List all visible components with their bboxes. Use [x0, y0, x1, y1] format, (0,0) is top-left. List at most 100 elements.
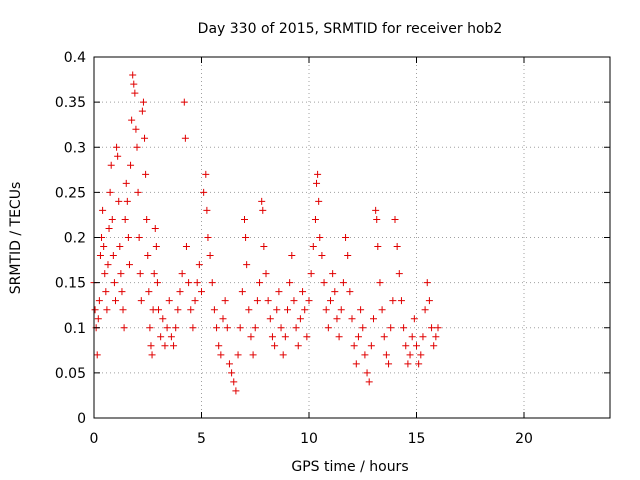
y-tick-label: 0.2	[64, 231, 86, 247]
data-point	[93, 351, 101, 359]
data-point	[264, 297, 272, 305]
data-point	[234, 351, 242, 359]
data-point	[121, 215, 129, 223]
data-point	[153, 279, 161, 287]
data-point	[382, 351, 390, 359]
data-point	[417, 351, 425, 359]
data-point	[151, 224, 159, 232]
data-point	[230, 378, 238, 386]
data-point	[242, 234, 250, 241]
data-point	[301, 306, 309, 314]
data-point	[208, 279, 216, 287]
data-point	[217, 351, 225, 359]
data-point	[210, 306, 218, 314]
data-point	[299, 288, 307, 296]
data-point	[232, 387, 240, 395]
data-point	[307, 270, 315, 278]
data-point	[223, 324, 231, 332]
data-point	[202, 170, 210, 178]
data-point	[131, 89, 139, 97]
grid	[94, 57, 610, 418]
data-point	[273, 306, 281, 314]
data-point	[133, 143, 141, 151]
data-point	[94, 315, 102, 323]
data-point	[281, 333, 289, 341]
data-point	[109, 252, 117, 260]
data-point	[275, 288, 283, 296]
data-point	[198, 288, 205, 296]
data-point	[408, 333, 416, 341]
y-tick-label: 0.05	[55, 366, 86, 382]
data-point	[372, 206, 380, 214]
data-point	[157, 333, 165, 341]
data-point	[225, 360, 233, 368]
data-point	[305, 297, 313, 305]
data-point	[335, 333, 343, 341]
data-point	[170, 342, 178, 350]
data-point	[191, 297, 199, 305]
data-point	[380, 333, 388, 341]
data-point	[406, 351, 414, 359]
data-point	[311, 215, 319, 223]
x-tick-label: 0	[90, 431, 99, 447]
data-points	[90, 71, 442, 395]
data-point	[320, 279, 328, 287]
y-tick-label: 0.4	[64, 50, 86, 66]
data-point	[247, 333, 255, 341]
data-point	[152, 243, 160, 251]
data-point	[91, 306, 99, 314]
data-point	[352, 360, 360, 368]
data-point	[378, 306, 386, 314]
axis-ticks: 0 5 10 15 20 0 0.05 0.1 0.15 0.2 0.25 0.3 0.35 0.4	[55, 50, 610, 447]
data-point	[108, 215, 116, 223]
data-point	[286, 279, 294, 287]
data-point	[95, 297, 103, 305]
data-point	[324, 324, 332, 332]
data-point	[146, 324, 154, 332]
data-point	[127, 161, 135, 169]
data-point	[139, 98, 147, 106]
data-point	[203, 206, 211, 214]
data-point	[135, 234, 143, 241]
data-point	[103, 306, 111, 314]
data-point	[123, 197, 131, 205]
data-point	[350, 342, 358, 350]
x-axis-label: GPS time / hours	[291, 459, 408, 475]
data-point	[410, 315, 418, 323]
data-point	[134, 188, 142, 196]
data-point	[315, 197, 323, 205]
y-tick-label: 0.1	[64, 321, 86, 337]
data-point	[271, 342, 279, 350]
data-point	[178, 270, 186, 278]
data-point	[113, 143, 121, 151]
y-tick-label: 0	[77, 411, 86, 427]
data-point	[193, 279, 201, 287]
data-point	[262, 270, 270, 278]
data-point	[428, 324, 436, 332]
data-point	[393, 243, 401, 251]
data-point	[318, 252, 326, 260]
data-point	[187, 306, 195, 314]
data-point	[357, 306, 365, 314]
data-point	[147, 342, 155, 350]
data-point	[292, 324, 300, 332]
data-point	[374, 243, 382, 251]
data-point	[389, 297, 397, 305]
data-point	[402, 342, 410, 350]
data-point	[322, 306, 330, 314]
data-point	[400, 324, 408, 332]
data-point	[430, 342, 438, 350]
data-point	[421, 306, 429, 314]
data-point	[354, 333, 362, 341]
data-point	[176, 288, 184, 296]
data-point	[105, 224, 113, 232]
data-point	[432, 333, 440, 341]
data-point	[137, 297, 145, 305]
data-point	[165, 297, 173, 305]
y-axis-label: SRMTID / TECUs	[8, 182, 24, 295]
data-point	[238, 288, 246, 296]
data-point	[370, 315, 377, 323]
data-point	[206, 252, 214, 260]
data-point	[327, 297, 334, 305]
data-point	[434, 324, 442, 332]
